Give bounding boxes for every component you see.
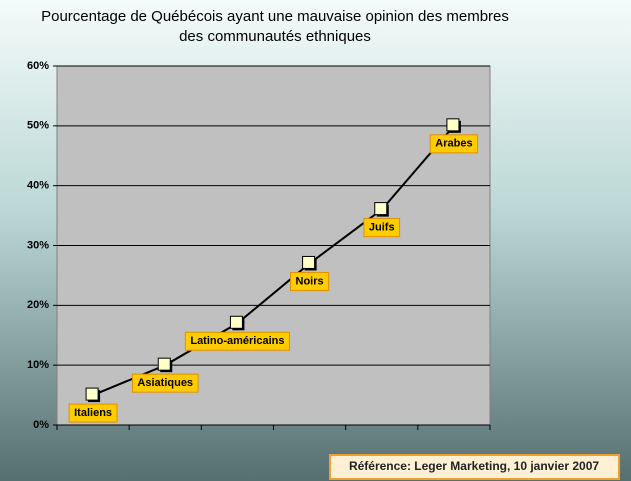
category-label-text: Italiens [74, 407, 112, 419]
marker [229, 315, 243, 329]
y-tick-label: 30% [27, 239, 49, 251]
marker [374, 202, 388, 216]
chart-title: Pourcentage de Québécois ayant une mauva… [41, 8, 509, 25]
category-label-text: Noirs [296, 275, 324, 287]
reference: Référence: Leger Marketing, 10 janvier 2… [349, 459, 599, 473]
category-label: Arabes [429, 134, 479, 154]
marker [85, 387, 99, 401]
category-label-text: Latino-américains [190, 335, 284, 347]
marker [157, 357, 171, 371]
label-box [184, 331, 290, 351]
category-label: Italiens [68, 403, 118, 423]
category-label: Juifs [363, 218, 401, 238]
y-tick-label: 60% [27, 60, 49, 72]
y-tick-label: 20% [27, 299, 49, 311]
category-label: Latino-américains [184, 331, 290, 351]
label-box [363, 218, 401, 238]
category-label: Noirs [290, 271, 330, 291]
category-label-text: Asiatiques [137, 377, 193, 389]
label-box [429, 134, 479, 154]
line [92, 125, 455, 397]
y-tick-label: 40% [27, 180, 49, 192]
y-tick-label: 10% [27, 359, 49, 371]
label-box [131, 373, 199, 393]
marker [446, 118, 460, 132]
category-label-text: Juifs [369, 222, 395, 234]
chart-title: des communautés ethniques [179, 28, 371, 45]
label-box [68, 403, 118, 423]
category-label: Asiatiques [131, 373, 199, 393]
y-tick-label: 50% [27, 120, 49, 132]
y-tick-label: 0% [33, 419, 49, 431]
marker [302, 255, 316, 269]
label-box [290, 271, 330, 291]
reference-box [329, 454, 620, 480]
category-label-text: Arabes [435, 138, 472, 150]
